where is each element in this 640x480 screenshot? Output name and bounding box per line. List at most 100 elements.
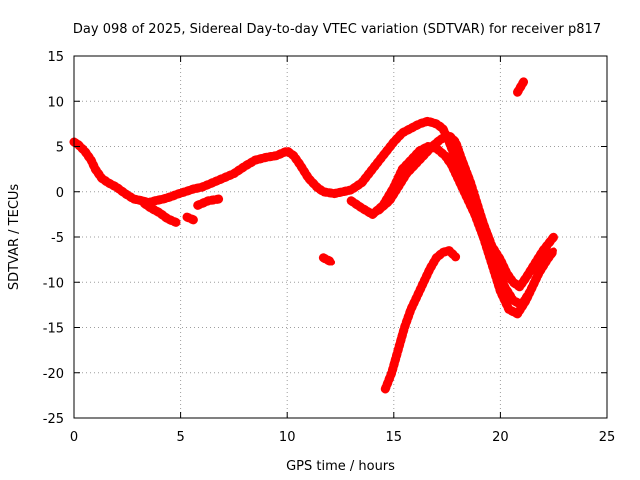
y-tick-label: -25 xyxy=(43,412,64,427)
data-point xyxy=(152,197,159,204)
data-point xyxy=(194,202,201,209)
data-point xyxy=(273,152,280,159)
series-branch-a xyxy=(139,199,181,227)
data-point xyxy=(388,369,395,376)
data-point xyxy=(81,148,88,155)
data-point xyxy=(122,190,129,197)
data-point xyxy=(433,254,440,261)
data-point xyxy=(296,161,303,168)
data-point xyxy=(328,259,335,266)
y-tick-label: -20 xyxy=(43,367,64,382)
data-point xyxy=(358,205,365,212)
data-point xyxy=(550,247,557,254)
data-point xyxy=(531,261,538,268)
data-point xyxy=(358,179,365,186)
data-point xyxy=(141,200,148,207)
data-point xyxy=(190,216,197,223)
data-point xyxy=(480,234,487,240)
x-axis-label: GPS time / hours xyxy=(286,459,395,474)
data-point xyxy=(510,279,517,286)
data-point xyxy=(441,152,448,159)
data-point xyxy=(416,120,423,127)
data-point xyxy=(339,188,346,195)
data-point xyxy=(215,195,222,202)
data-point xyxy=(433,145,440,152)
data-point xyxy=(173,219,180,226)
data-point xyxy=(390,184,397,191)
data-point xyxy=(488,261,495,268)
data-point xyxy=(314,184,321,191)
data-point xyxy=(305,175,312,182)
data-point xyxy=(399,166,406,173)
y-axis-label: SDTVAR / TECUs xyxy=(7,184,22,291)
data-point xyxy=(173,191,180,198)
chart-title: Day 098 of 2025, Sidereal Day-to-day VTE… xyxy=(73,22,601,37)
data-point xyxy=(520,78,527,85)
data-point xyxy=(437,136,444,143)
x-tick-label: 10 xyxy=(279,430,296,445)
data-point xyxy=(320,188,327,195)
data-point xyxy=(514,310,521,317)
data-point xyxy=(252,157,259,164)
data-point xyxy=(407,157,414,164)
data-point xyxy=(503,270,510,277)
axes: 0 5 10 15 20 25 -25 -20 -15 -10 -5 0 5 10 15 xyxy=(43,50,616,445)
data-point xyxy=(113,184,120,191)
data-point xyxy=(412,161,419,168)
series-fragment-2 xyxy=(193,194,224,210)
data-point xyxy=(452,253,459,260)
data-point xyxy=(284,148,291,155)
data-point xyxy=(205,197,212,204)
data-point xyxy=(424,143,431,150)
data-point xyxy=(290,152,297,159)
data-point xyxy=(181,188,188,195)
data-point xyxy=(169,193,176,200)
data-point xyxy=(414,292,421,299)
data-point xyxy=(516,283,523,290)
data-point xyxy=(401,324,408,331)
data-point xyxy=(348,197,355,204)
series-fragment-4 xyxy=(513,76,529,97)
data-point xyxy=(92,166,99,173)
y-tick-label: 5 xyxy=(56,141,64,156)
data-point xyxy=(522,274,529,281)
data-point xyxy=(130,195,137,202)
data-point xyxy=(510,297,517,304)
data-point xyxy=(147,205,154,212)
data-point xyxy=(550,234,557,240)
data-point xyxy=(160,195,167,202)
series-scatter-edge xyxy=(513,76,529,97)
data-point xyxy=(220,175,227,182)
data-point xyxy=(156,209,163,216)
data-point xyxy=(164,215,171,222)
data-point xyxy=(420,279,427,286)
x-tick-label: 5 xyxy=(176,430,184,445)
y-tick-label: 10 xyxy=(47,95,64,110)
data-point xyxy=(424,118,431,125)
data-point xyxy=(198,184,205,191)
y-tick-label: 0 xyxy=(56,186,64,201)
y-tick-label: 15 xyxy=(47,50,64,65)
data-point xyxy=(454,175,461,182)
data-point xyxy=(407,125,414,132)
data-point xyxy=(467,179,474,186)
data-point xyxy=(320,254,327,261)
data-point xyxy=(407,306,414,313)
y-tick-label: -10 xyxy=(43,276,64,291)
series-rising-arc xyxy=(380,246,461,394)
data-point xyxy=(471,211,478,218)
data-point xyxy=(380,152,387,159)
data-point xyxy=(98,175,105,182)
data-point xyxy=(505,306,512,313)
data-point xyxy=(514,89,521,96)
data-point xyxy=(459,157,466,164)
data-point xyxy=(380,202,387,209)
data-point xyxy=(209,179,216,186)
data-point xyxy=(183,214,190,221)
data-point xyxy=(497,288,504,295)
data-point xyxy=(531,279,538,286)
data-point xyxy=(230,170,237,177)
data-point xyxy=(427,265,434,272)
